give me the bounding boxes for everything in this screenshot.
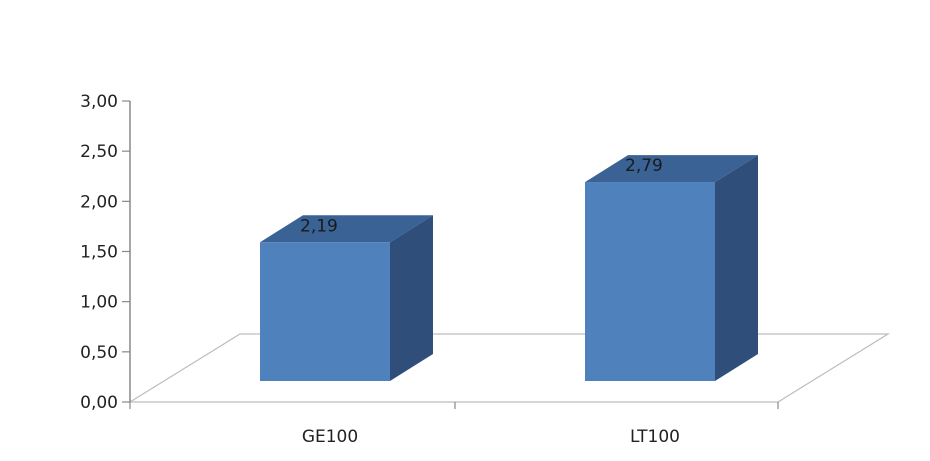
y-tick-label: 2,50 [80,142,118,162]
y-tick-label: 1,50 [80,243,118,263]
bar-top-ge100 [260,215,433,243]
chart-floor [127,333,891,403]
bar-front-ge100 [260,242,390,381]
bar-top-lt100 [585,155,758,183]
y-axis: 0,00 0,50 1,00 1,50 2,00 2,50 3,00 [80,92,779,413]
data-label: 2,79 [625,156,663,176]
y-tick-label: 3,00 [80,92,118,112]
chart-floor-plane [127,333,891,403]
bar-series [260,155,758,381]
bar-front-lt100 [585,182,715,381]
y-tick-label: 2,00 [80,192,118,212]
y-tick-label: 1,00 [80,293,118,313]
labels: 2,19 GE100 2,79 LT100 [300,156,680,447]
x-category-label: GE100 [302,427,358,447]
bar-side-lt100 [715,155,758,381]
x-category-label: LT100 [630,427,680,447]
bar-side-ge100 [390,215,433,381]
y-tick-label: 0,00 [80,393,118,413]
y-tick-label: 0,50 [80,343,118,363]
data-label: 2,19 [300,216,338,236]
